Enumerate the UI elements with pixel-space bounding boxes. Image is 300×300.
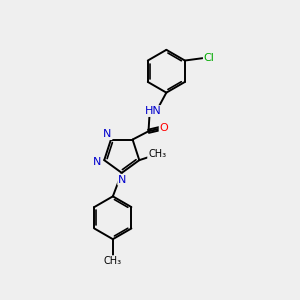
Text: HN: HN <box>145 106 161 116</box>
Text: N: N <box>118 175 127 185</box>
Text: N: N <box>93 157 102 167</box>
Text: O: O <box>160 123 168 133</box>
Text: N: N <box>103 129 112 139</box>
Text: CH₃: CH₃ <box>148 149 166 159</box>
Text: CH₃: CH₃ <box>104 256 122 266</box>
Text: Cl: Cl <box>204 52 215 63</box>
